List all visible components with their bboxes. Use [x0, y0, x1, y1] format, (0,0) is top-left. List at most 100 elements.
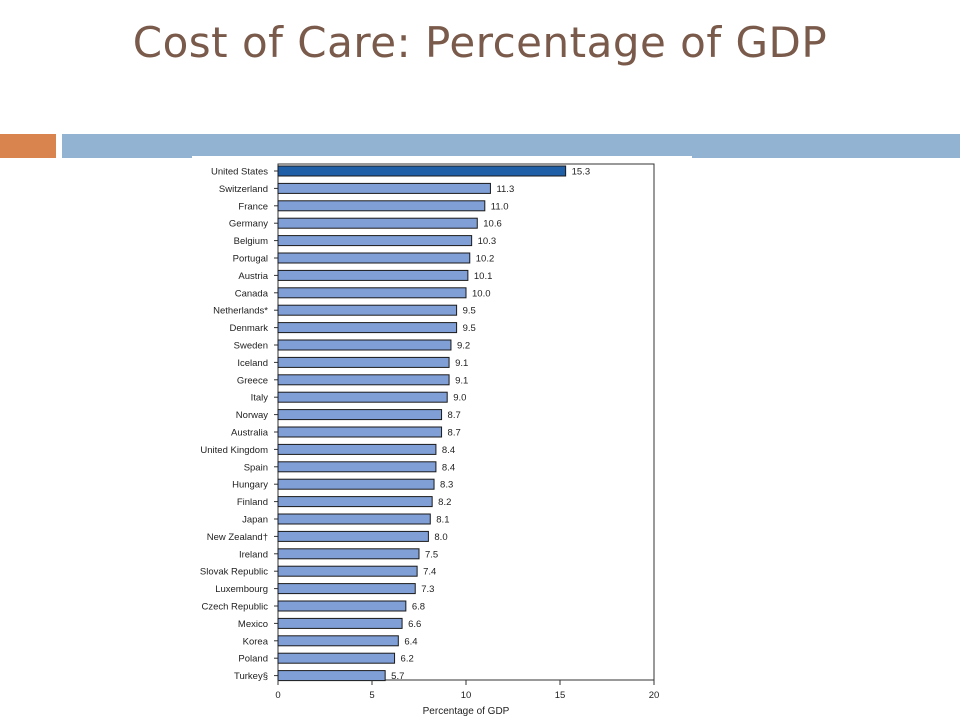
category-label: Australia [231, 428, 269, 439]
category-label: Portugal [233, 254, 268, 265]
bars-layer: United States 15.3 Switzerland 11.3 France 11… [200, 165, 591, 682]
category-label: Finland [237, 497, 268, 508]
category-label: Switzerland [219, 184, 268, 195]
bar-value-label: 8.0 [434, 532, 447, 543]
bar-value-label: 11.3 [496, 184, 514, 195]
bar [277, 235, 473, 247]
bar-value-label: 9.5 [463, 323, 476, 334]
category-label: Czech Republic [201, 602, 268, 613]
bar [277, 443, 437, 455]
bar [277, 217, 478, 229]
category-label: Hungary [232, 480, 268, 491]
bar [277, 200, 486, 212]
slide-title: Cost of Care: Percentage of GDP [132, 18, 828, 67]
bar [277, 478, 435, 490]
category-label: New Zealand† [207, 532, 268, 543]
bar-value-label: 6.2 [401, 654, 414, 665]
bar-value-label: 7.5 [425, 549, 438, 560]
health-spending-bar-chart: United States 15.3 Switzerland 11.3 France 11… [200, 163, 659, 717]
bar-value-label: 10.1 [474, 271, 493, 282]
bar [277, 269, 469, 281]
bar-value-label: 9.5 [463, 306, 476, 317]
bar [277, 182, 491, 194]
bar [277, 565, 418, 577]
category-label: Poland [238, 654, 268, 665]
category-label: Canada [235, 288, 269, 299]
bar [277, 600, 407, 612]
category-label: Norway [236, 410, 268, 421]
category-label: Germany [229, 219, 268, 230]
bar [277, 461, 437, 473]
bar-value-label: 7.3 [421, 584, 434, 595]
bar-value-label: 8.7 [448, 428, 461, 439]
accent-bar-orange [0, 134, 56, 158]
category-label: Denmark [229, 323, 268, 334]
category-label: Japan [242, 515, 268, 526]
bar [277, 391, 448, 403]
bar-value-label: 8.7 [448, 410, 461, 421]
bar-value-label: 9.0 [453, 393, 466, 404]
category-label: United Kingdom [200, 445, 268, 456]
x-tick-label: 5 [369, 690, 374, 701]
bar [277, 426, 443, 438]
bar-value-label: 6.4 [404, 636, 417, 647]
bar [277, 530, 429, 542]
bar [277, 339, 452, 351]
x-tick-label: 20 [649, 690, 660, 701]
bar-value-label: 15.3 [572, 167, 591, 178]
bar [277, 670, 386, 682]
bar [277, 374, 450, 386]
category-label: Sweden [234, 341, 268, 352]
bar-value-label: 8.4 [442, 445, 455, 456]
category-label: United States [211, 167, 268, 178]
bar [277, 356, 450, 368]
category-label: Luxembourg [215, 584, 268, 595]
bar-value-label: 10.0 [472, 288, 491, 299]
accent-bar-blue [62, 134, 960, 158]
bar [277, 496, 433, 508]
category-label: Austria [238, 271, 268, 282]
x-axis: 0 5 10 15 20 [275, 680, 659, 701]
x-tick-label: 10 [461, 690, 472, 701]
bar-value-label: 7.4 [423, 567, 436, 578]
bar-value-label: 10.3 [478, 236, 497, 247]
category-label: Slovak Republic [200, 567, 268, 578]
bar [277, 409, 443, 421]
category-label: Mexico [238, 619, 268, 630]
bar-value-label: 8.3 [440, 480, 453, 491]
bar-value-label: 9.1 [455, 358, 468, 369]
category-label: Turkey§ [234, 671, 268, 682]
bar [277, 252, 471, 264]
chart-panel: United States 15.3 Switzerland 11.3 France 11… [192, 156, 692, 720]
x-tick-label: 15 [555, 690, 566, 701]
bar [277, 513, 431, 525]
bar-value-label: 9.2 [457, 341, 470, 352]
bar [277, 583, 416, 595]
bar [277, 635, 399, 647]
bar [277, 165, 567, 177]
bar [277, 617, 403, 629]
bar [277, 287, 467, 299]
category-label: Korea [243, 636, 269, 647]
category-label: Belgium [234, 236, 268, 247]
category-label: France [238, 201, 268, 212]
category-label: Netherlands* [213, 306, 268, 317]
bar-value-label: 10.6 [483, 219, 502, 230]
bar [277, 322, 458, 334]
bar-value-label: 6.8 [412, 602, 425, 613]
category-label: Ireland [239, 549, 268, 560]
category-label: Iceland [237, 358, 268, 369]
bar-value-label: 5.7 [391, 671, 404, 682]
bar-value-label: 11.0 [491, 201, 509, 212]
bar-value-label: 8.2 [438, 497, 451, 508]
x-axis-label: Percentage of GDP [423, 706, 510, 717]
bar-value-label: 6.6 [408, 619, 421, 630]
bar [277, 548, 420, 560]
bar-value-label: 8.4 [442, 462, 455, 473]
category-label: Greece [237, 375, 268, 386]
bar-value-label: 8.1 [436, 515, 449, 526]
category-label: Italy [251, 393, 269, 404]
bar [277, 652, 396, 664]
bar-value-label: 10.2 [476, 254, 495, 265]
bar [277, 304, 458, 316]
